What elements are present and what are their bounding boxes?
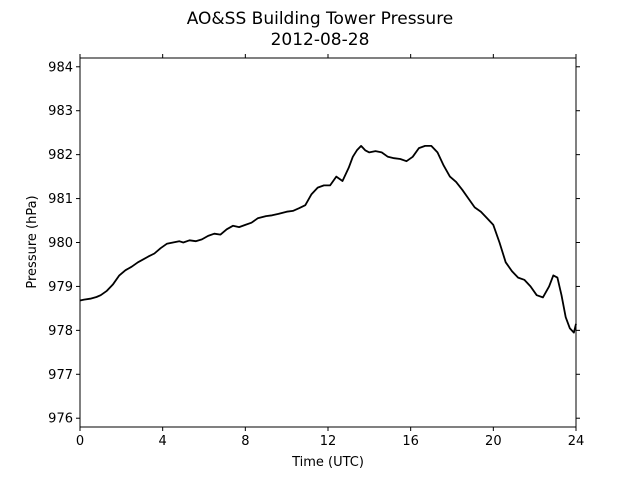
x-tick-label: 16	[402, 434, 419, 449]
y-tick-label: 979	[48, 280, 73, 295]
x-tick-label: 20	[485, 434, 502, 449]
axis-ticks: 0 4 8 12 16 20 24 976 977 978 979 980 981 982 983 984	[48, 54, 584, 449]
chart-title: AO&SS Building Tower Pressure	[187, 9, 454, 29]
y-tick-label: 977	[48, 368, 73, 383]
y-tick-label: 980	[48, 236, 73, 251]
y-tick-label: 978	[48, 324, 73, 339]
pressure-series-line	[79, 144, 577, 334]
x-tick-label: 12	[320, 434, 337, 449]
x-tick-label: 0	[76, 434, 84, 449]
y-tick-label: 984	[48, 60, 73, 75]
x-tick-label: 4	[159, 434, 167, 449]
y-tick-label: 982	[48, 148, 73, 163]
y-tick-label: 976	[48, 412, 73, 427]
plot-area	[79, 144, 577, 334]
x-tick-label: 24	[568, 434, 585, 449]
y-tick-label: 983	[48, 104, 73, 119]
x-axis-label: Time (UTC)	[291, 455, 364, 470]
chart-subtitle: 2012-08-28	[271, 30, 370, 50]
y-tick-label: 981	[48, 192, 73, 207]
x-tick-label: 8	[241, 434, 249, 449]
y-axis-label: Pressure (hPa)	[25, 195, 40, 288]
plot-frame	[79, 57, 577, 428]
